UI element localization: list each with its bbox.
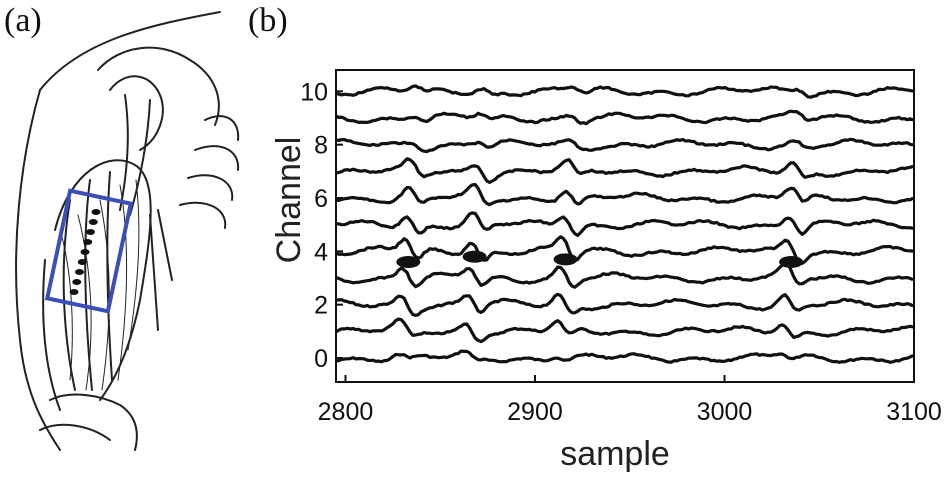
channel-trace <box>335 157 914 184</box>
panel-b-label: (b) <box>248 2 288 39</box>
y-tick-label: 8 <box>314 132 328 160</box>
electrode-array-frame <box>44 188 134 314</box>
y-axis-title: Channel <box>270 137 308 264</box>
electrode-dot <box>75 269 84 275</box>
y-tick-label: 2 <box>314 292 328 320</box>
y-tick-label: 6 <box>314 185 328 213</box>
electrode-dot <box>72 279 82 285</box>
x-axis-ticks: 2800 2900 3000 3100 <box>318 375 942 426</box>
panel-a-label: (a) <box>4 2 42 39</box>
channel-trace <box>335 183 914 207</box>
event-marker <box>396 256 421 268</box>
x-tick-label: 2800 <box>318 398 374 426</box>
x-tick-label: 2900 <box>507 398 563 426</box>
channel-trace <box>335 211 914 237</box>
electrode-dot <box>69 289 79 295</box>
event-marker <box>779 256 804 268</box>
channel-trace <box>335 349 914 364</box>
electrode-dot <box>80 249 90 255</box>
channel-traces <box>335 84 914 364</box>
channel-trace <box>335 317 914 344</box>
y-tick-label: 4 <box>314 238 328 266</box>
event-marker <box>462 250 487 263</box>
plot-frame <box>335 69 915 383</box>
electrode-dot <box>83 239 93 245</box>
electrode-dot <box>91 209 101 215</box>
channel-trace <box>335 137 914 154</box>
y-tick-label: 0 <box>314 345 328 373</box>
channel-trace <box>335 262 914 289</box>
electrode-dot <box>77 259 87 265</box>
y-tick-label: 10 <box>300 78 328 106</box>
channel-trace <box>335 235 914 265</box>
electrode-dot <box>86 229 95 235</box>
electrode-array <box>69 209 101 295</box>
event-markers <box>396 250 804 268</box>
channel-trace <box>335 292 914 317</box>
channel-trace <box>335 109 914 126</box>
electrode-dot <box>88 219 98 225</box>
y-axis-ticks: 0 2 4 6 8 10 <box>300 78 343 373</box>
x-tick-label: 3100 <box>886 398 942 426</box>
event-marker <box>553 253 578 266</box>
x-tick-label: 3000 <box>697 398 753 426</box>
x-axis-title: sample <box>560 435 670 473</box>
channel-trace <box>335 84 914 99</box>
